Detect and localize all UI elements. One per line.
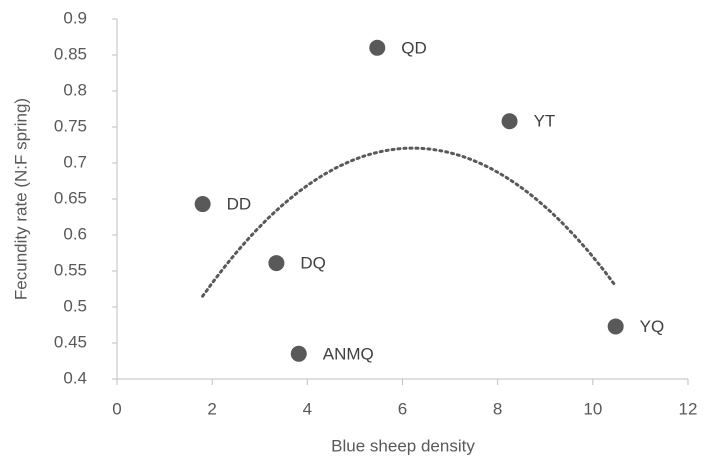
y-tick-label: 0.85 — [54, 44, 87, 63]
y-tick-label: 0.65 — [54, 188, 87, 207]
point-label: DQ — [300, 254, 326, 273]
point — [290, 345, 307, 362]
x-tick-label: 6 — [398, 399, 407, 418]
x-tick-label: 2 — [207, 399, 216, 418]
y-tick-label: 0.75 — [54, 116, 87, 135]
y-tick-label: 0.7 — [63, 152, 87, 171]
x-tick-label: 4 — [303, 399, 312, 418]
point — [607, 318, 624, 335]
point — [501, 113, 518, 130]
point-label: DD — [227, 195, 252, 214]
y-tick-label: 0.6 — [63, 224, 87, 243]
y-tick-label: 0.45 — [54, 332, 87, 351]
point-label: QD — [401, 38, 427, 57]
y-tick-label: 0.9 — [63, 8, 87, 27]
y-tick-label: 0.55 — [54, 260, 87, 279]
x-axis-title: Blue sheep density — [331, 436, 475, 455]
x-tick-label: 0 — [112, 399, 121, 418]
y-tick-label: 0.5 — [63, 296, 87, 315]
point-label: ANMQ — [323, 344, 374, 363]
point — [194, 196, 211, 213]
point-label: YT — [534, 112, 556, 131]
y-tick-label: 0.4 — [63, 368, 87, 387]
trendline — [201, 146, 618, 298]
point-label: YQ — [640, 317, 665, 336]
y-tick-label: 0.8 — [63, 80, 87, 99]
point — [268, 255, 285, 272]
x-tick-label: 12 — [679, 399, 698, 418]
point — [369, 39, 386, 56]
x-tick-label: 10 — [583, 399, 602, 418]
x-tick-label: 8 — [493, 399, 502, 418]
y-axis-title: Fecundity rate (N:F spring) — [11, 98, 30, 300]
